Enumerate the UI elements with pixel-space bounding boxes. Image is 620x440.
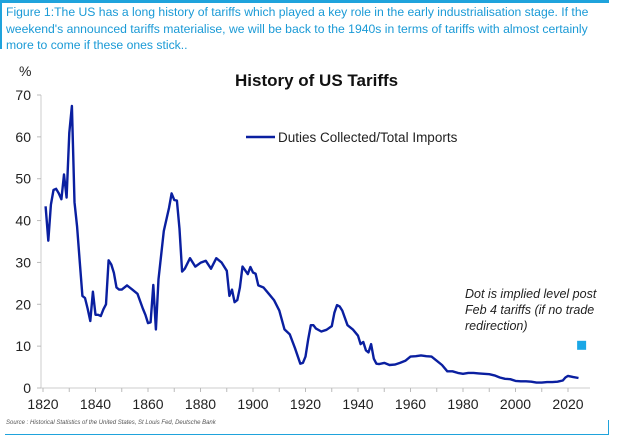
- y-tick-label: 20: [15, 296, 31, 312]
- x-tick-label: 1940: [342, 396, 373, 412]
- chart-title: History of US Tariffs: [235, 71, 398, 90]
- series-line-duties-collected: [44, 104, 579, 384]
- x-axis: 1820 1840 1860 1880 1900 1920 1940 1960 1980 2000…: [27, 387, 590, 412]
- x-tick-label: 1920: [290, 396, 321, 412]
- implied-tariff-point: [577, 340, 587, 350]
- y-axis-unit-label: %: [19, 63, 31, 79]
- x-tick-label: 1900: [237, 396, 268, 412]
- x-tick-label: 1980: [447, 396, 478, 412]
- y-tick-label: 10: [15, 338, 31, 354]
- legend-label: Duties Collected/Total Imports: [278, 130, 458, 145]
- y-tick-label: 0: [23, 380, 31, 396]
- y-tick-label: 50: [15, 171, 31, 187]
- y-tick-label: 60: [15, 129, 31, 145]
- figure-frame-top: [0, 0, 609, 3]
- x-tick-label: 2020: [552, 396, 583, 412]
- figure-frame-bottom: [5, 434, 609, 435]
- x-tick-label: 1880: [185, 396, 216, 412]
- figure-frame-left: [0, 3, 2, 49]
- x-tick-label: 2000: [500, 396, 531, 412]
- annotation-line-3: redirection): [465, 319, 528, 333]
- x-tick-label: 1960: [395, 396, 426, 412]
- x-tick-label: 1860: [132, 396, 163, 412]
- x-tick-label: 1820: [27, 396, 58, 412]
- annotation-line-2: Feb 4 tariffs (if no trade: [465, 303, 594, 317]
- x-tick-label: 1840: [80, 396, 111, 412]
- series-group: [44, 104, 587, 384]
- y-axis: 0 10 20 30 40 50 60 70: [15, 87, 42, 396]
- y-tick-label: 40: [15, 213, 31, 229]
- figure-caption: Figure 1:The US has a long history of ta…: [6, 5, 589, 52]
- annotation-line-1: Dot is implied level post: [465, 287, 597, 301]
- figure-frame-right: [608, 420, 609, 435]
- source-note: Source : Historical Statistics of the Un…: [6, 420, 216, 426]
- y-tick-label: 70: [15, 87, 31, 103]
- y-tick-label: 30: [15, 254, 31, 270]
